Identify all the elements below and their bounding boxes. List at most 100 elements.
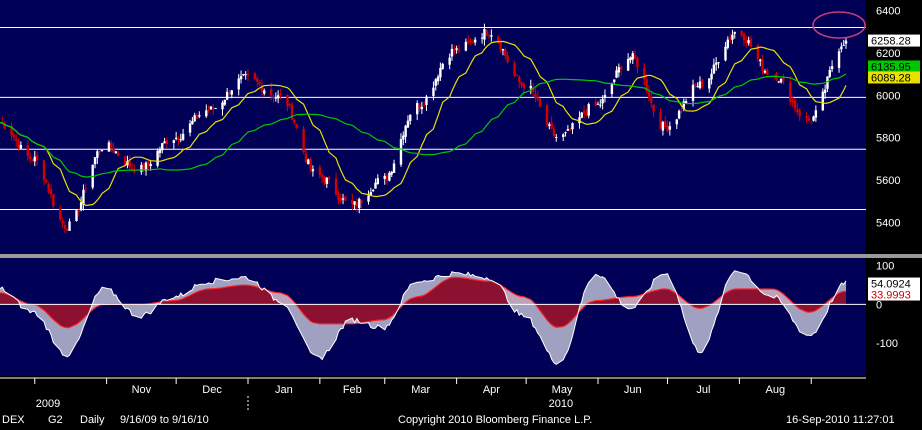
panel-separator: [0, 254, 922, 258]
candle-body: [791, 100, 794, 102]
candle-body: [629, 57, 632, 61]
candle-body: [728, 38, 732, 40]
candle-body: [358, 198, 361, 209]
osc-value-badge: [868, 288, 920, 301]
candle-body: [390, 171, 393, 175]
candle-body: [392, 163, 396, 173]
footer-bar: DEX G2 Daily 9/16/09 to 9/16/10 Copyrigh…: [0, 412, 922, 430]
candle-body: [587, 104, 590, 116]
candle-body: [174, 137, 178, 139]
candle-body: [274, 97, 278, 99]
candle-body: [749, 38, 753, 47]
last-price-badge: [868, 71, 920, 84]
price-tick-label: 5400: [876, 217, 900, 229]
candle-body: [466, 40, 470, 43]
price-panel: 5400 5600 5800 6000 6200 6400 6258.28 6135.9560…: [0, 6, 920, 234]
candle-body: [661, 121, 665, 131]
price-panel-background: [0, 0, 866, 254]
candle-body: [33, 156, 36, 162]
osc-value-label: 54.0924: [871, 279, 911, 291]
footer-period: Daily: [80, 414, 105, 426]
candle-body: [691, 84, 695, 101]
candle-body: [52, 194, 55, 207]
candle-body: [844, 40, 848, 44]
candle-body: [823, 89, 827, 94]
candle-body: [782, 77, 785, 82]
candle-body: [731, 34, 734, 40]
candle-body: [404, 125, 407, 137]
candle-body: [513, 63, 516, 76]
candle-body: [26, 145, 30, 157]
last-price-badge: [868, 34, 920, 47]
candle-body: [207, 109, 210, 111]
candle-body: [12, 134, 16, 138]
candle-body: [601, 98, 604, 104]
candle-body: [571, 123, 574, 130]
candle-body: [504, 49, 507, 57]
candle-body: [195, 115, 199, 119]
candle-body: [244, 74, 247, 76]
candle-body: [123, 156, 127, 165]
candle-body: [128, 160, 131, 167]
footer-copyright: Copyright 2010 Bloomberg Finance L.P.: [398, 414, 593, 426]
candle-body: [545, 105, 549, 125]
ma-fast-line: [0, 40, 847, 207]
candle-body: [626, 58, 630, 71]
candle-body: [652, 104, 655, 112]
candle-body: [230, 90, 233, 95]
candle-body: [796, 109, 799, 112]
candle-body: [406, 120, 410, 128]
osc-tick-label: 0: [876, 299, 882, 311]
candle-body: [520, 82, 523, 85]
candle-body: [826, 76, 829, 89]
candle-body: [84, 188, 87, 190]
candle-body: [517, 76, 521, 83]
candle-body: [664, 120, 667, 127]
x-month-label: Mar: [411, 384, 430, 396]
candle-body: [149, 163, 152, 167]
candle-body: [360, 200, 363, 203]
candle-body: [555, 137, 558, 139]
candle-body: [77, 211, 81, 213]
candle-body: [538, 98, 542, 107]
candle-body: [374, 182, 377, 189]
candle-body: [666, 125, 669, 131]
candle-body: [680, 110, 683, 112]
candle-body: [269, 89, 273, 96]
candle-body: [436, 76, 440, 82]
candle-body: [82, 189, 85, 205]
candle-body: [337, 193, 340, 200]
candle-body: [515, 75, 519, 77]
candle-body: [761, 59, 764, 71]
candle-body: [471, 41, 475, 43]
candle-body: [619, 66, 623, 70]
candle-body: [798, 109, 801, 117]
candle-body: [409, 114, 412, 122]
candle-body: [147, 161, 150, 165]
candle-body: [161, 143, 164, 151]
candle-body: [288, 104, 291, 106]
candle-body: [107, 142, 111, 152]
candle-body: [367, 195, 370, 202]
last-price-label: 6258.28: [871, 36, 911, 48]
candle-body: [450, 48, 454, 57]
candle-body: [68, 221, 71, 231]
candle-body: [320, 174, 324, 178]
footer-graph: G2: [48, 414, 63, 426]
candle-body: [42, 160, 46, 180]
candle-body: [759, 59, 762, 62]
candle-body: [708, 78, 711, 89]
candle-body: [63, 224, 67, 229]
candle-body: [61, 220, 64, 224]
candle-body: [675, 119, 678, 125]
candle-body: [830, 66, 834, 70]
candle-body: [286, 94, 289, 107]
candle-body: [821, 91, 825, 111]
candle-body: [453, 50, 456, 52]
candle-body: [603, 95, 607, 98]
candle-body: [464, 41, 468, 51]
candle-body: [613, 79, 616, 82]
candle-body: [376, 178, 380, 185]
candle-body: [214, 107, 217, 109]
